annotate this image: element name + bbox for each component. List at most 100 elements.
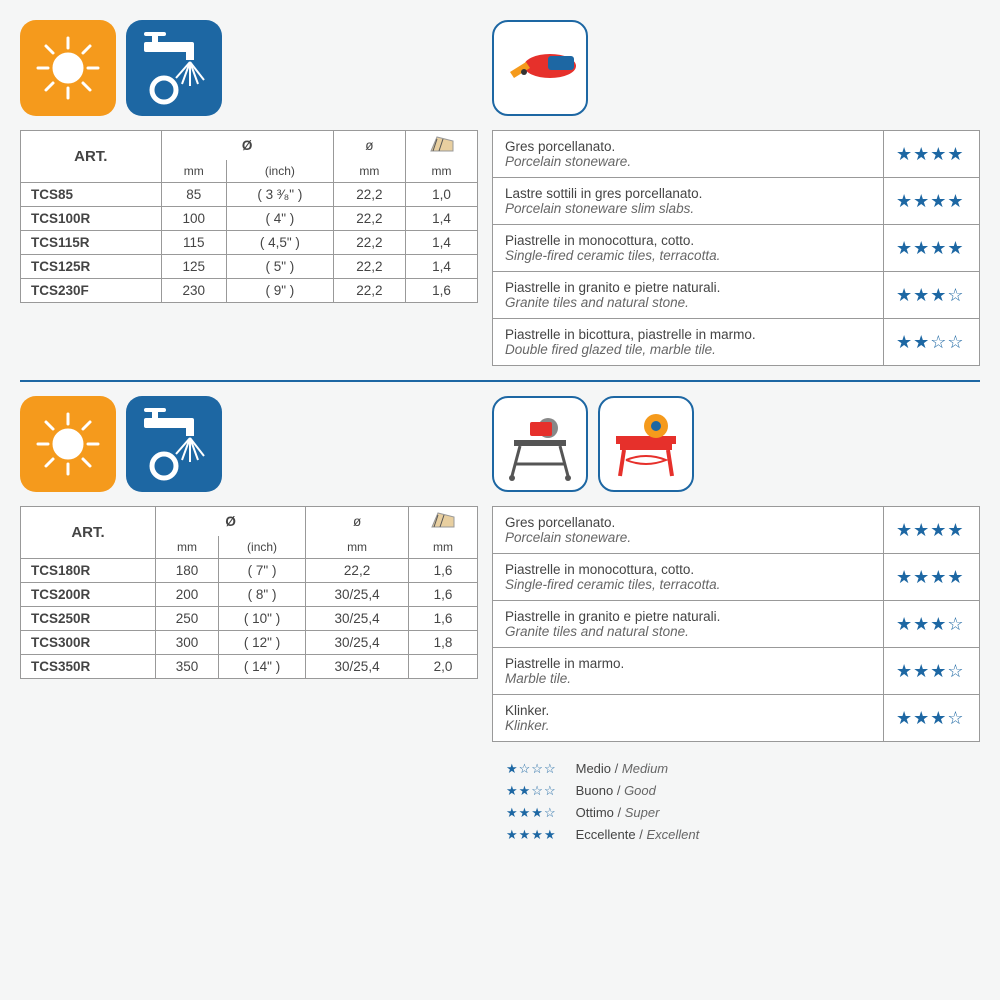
cell-thick: 1,6	[406, 279, 478, 303]
cell-inch: ( 12" )	[218, 631, 305, 655]
cell-mm: 200	[156, 583, 219, 607]
cell-art: TCS300R	[21, 631, 156, 655]
rating-label: Piastrelle in bicottura, piastrelle in m…	[493, 319, 884, 366]
rating-label: Gres porcellanato.Porcelain stoneware.	[493, 131, 884, 178]
rating-row: Klinker.Klinker.★★★☆	[493, 695, 980, 742]
cell-thick: 1,8	[408, 631, 477, 655]
table-row: TCS300R300( 12" )30/25,41,8	[21, 631, 478, 655]
cell-thick: 2,0	[408, 655, 477, 679]
cell-mm: 350	[156, 655, 219, 679]
rating-rows-1: Gres porcellanato.Porcelain stoneware.★★…	[493, 131, 980, 366]
rating-stars: ★★☆☆	[884, 319, 980, 366]
col-art: ART.	[21, 507, 156, 559]
cell-inch: ( 7" )	[218, 559, 305, 583]
rating-label: Piastrelle in granito e pietre naturali.…	[493, 272, 884, 319]
spec-table-2: ART. Ø ø mm (inch) mm mm TCS180R180( 7" …	[20, 506, 478, 679]
cell-mm: 300	[156, 631, 219, 655]
rating-label: Piastrelle in monocottura, cotto.Single-…	[493, 225, 884, 272]
cell-art: TCS125R	[21, 255, 162, 279]
table-row: TCS8585( 3 ³⁄₈" )22,21,0	[21, 183, 478, 207]
spec-rows-2: TCS180R180( 7" )22,21,6TCS200R200( 8" )3…	[21, 559, 478, 679]
spec-rows-1: TCS8585( 3 ³⁄₈" )22,21,0TCS100R100( 4" )…	[21, 183, 478, 303]
cell-bore: 22,2	[333, 231, 405, 255]
rating-stars: ★★★★	[884, 554, 980, 601]
cell-bore: 22,2	[306, 559, 409, 583]
col-diameter: Ø	[161, 131, 333, 161]
rating-row: Piastrelle in bicottura, piastrelle in m…	[493, 319, 980, 366]
col-bore: ø	[333, 131, 405, 161]
cell-thick: 1,4	[406, 231, 478, 255]
cell-bore: 22,2	[333, 255, 405, 279]
cell-art: TCS200R	[21, 583, 156, 607]
rating-rows-2: Gres porcellanato.Porcelain stoneware.★★…	[493, 507, 980, 742]
rating-stars: ★★★☆	[884, 695, 980, 742]
col-thickness-icon	[406, 131, 478, 161]
table-row: TCS350R350( 14" )30/25,42,0	[21, 655, 478, 679]
table-saw-icon	[492, 396, 588, 492]
icon-row-2-left	[20, 396, 478, 496]
rating-row: Piastrelle in monocottura, cotto.Single-…	[493, 554, 980, 601]
cell-inch: ( 4" )	[227, 207, 334, 231]
table-row: TCS230F230( 9" )22,21,6	[21, 279, 478, 303]
rating-stars: ★★★☆	[884, 601, 980, 648]
cell-inch: ( 3 ³⁄₈" )	[227, 183, 334, 207]
rating-stars: ★★★☆	[884, 648, 980, 695]
cell-inch: ( 4,5" )	[227, 231, 334, 255]
cell-bore: 22,2	[333, 207, 405, 231]
faucet-wheel-icon	[126, 396, 222, 492]
rating-table-1: Gres porcellanato.Porcelain stoneware.★★…	[492, 130, 980, 366]
faucet-wheel-icon	[126, 20, 222, 116]
section-1: ART. Ø ø mm (inch) mm mm TCS8585( 3 ³⁄₈"…	[20, 20, 980, 366]
divider	[20, 380, 980, 382]
table-row: TCS115R115( 4,5" )22,21,4	[21, 231, 478, 255]
cell-bore: 30/25,4	[306, 607, 409, 631]
cell-inch: ( 14" )	[218, 655, 305, 679]
cell-bore: 30/25,4	[306, 583, 409, 607]
cell-thick: 1,0	[406, 183, 478, 207]
cell-mm: 230	[161, 279, 226, 303]
table-row: TCS125R125( 5" )22,21,4	[21, 255, 478, 279]
rating-label: Lastre sottili in gres porcellanato.Porc…	[493, 178, 884, 225]
rating-row: Piastrelle in granito e pietre naturali.…	[493, 601, 980, 648]
cell-bore: 22,2	[333, 279, 405, 303]
cell-art: TCS230F	[21, 279, 162, 303]
cell-bore: 30/25,4	[306, 655, 409, 679]
cell-bore: 22,2	[333, 183, 405, 207]
cell-mm: 250	[156, 607, 219, 631]
legend-row: ★★★★ Eccellente / Excellent	[506, 824, 980, 846]
cell-art: TCS180R	[21, 559, 156, 583]
angle-grinder-icon	[492, 20, 588, 116]
col-art: ART.	[21, 131, 162, 183]
cell-art: TCS85	[21, 183, 162, 207]
cell-mm: 85	[161, 183, 226, 207]
section-2: ART. Ø ø mm (inch) mm mm TCS180R180( 7" …	[20, 396, 980, 846]
rating-stars: ★★★★	[884, 225, 980, 272]
table-row: TCS250R250( 10" )30/25,41,6	[21, 607, 478, 631]
rating-label: Piastrelle in marmo.Marble tile.	[493, 648, 884, 695]
sun-icon	[20, 396, 116, 492]
cell-mm: 125	[161, 255, 226, 279]
rating-label: Piastrelle in granito e pietre naturali.…	[493, 601, 884, 648]
legend: ★☆☆☆ Medio / Medium★★☆☆ Buono / Good★★★☆…	[506, 758, 980, 846]
icon-row-1-right	[492, 20, 980, 120]
rating-row: Piastrelle in granito e pietre naturali.…	[493, 272, 980, 319]
legend-row: ★★☆☆ Buono / Good	[506, 780, 980, 802]
table-row: TCS100R100( 4" )22,21,4	[21, 207, 478, 231]
sun-icon	[20, 20, 116, 116]
table-row: TCS180R180( 7" )22,21,6	[21, 559, 478, 583]
rating-label: Gres porcellanato.Porcelain stoneware.	[493, 507, 884, 554]
cell-art: TCS350R	[21, 655, 156, 679]
cell-mm: 100	[161, 207, 226, 231]
icon-row-2-right	[492, 396, 980, 496]
cell-thick: 1,4	[406, 255, 478, 279]
rating-label: Piastrelle in monocottura, cotto.Single-…	[493, 554, 884, 601]
rating-row: Piastrelle in monocottura, cotto.Single-…	[493, 225, 980, 272]
cell-mm: 180	[156, 559, 219, 583]
rating-row: Gres porcellanato.Porcelain stoneware.★★…	[493, 131, 980, 178]
table-row: TCS200R200( 8" )30/25,41,6	[21, 583, 478, 607]
cell-inch: ( 9" )	[227, 279, 334, 303]
icon-row-1-left	[20, 20, 478, 120]
rating-stars: ★★★★	[884, 178, 980, 225]
rating-label: Klinker.Klinker.	[493, 695, 884, 742]
rating-stars: ★★★☆	[884, 272, 980, 319]
